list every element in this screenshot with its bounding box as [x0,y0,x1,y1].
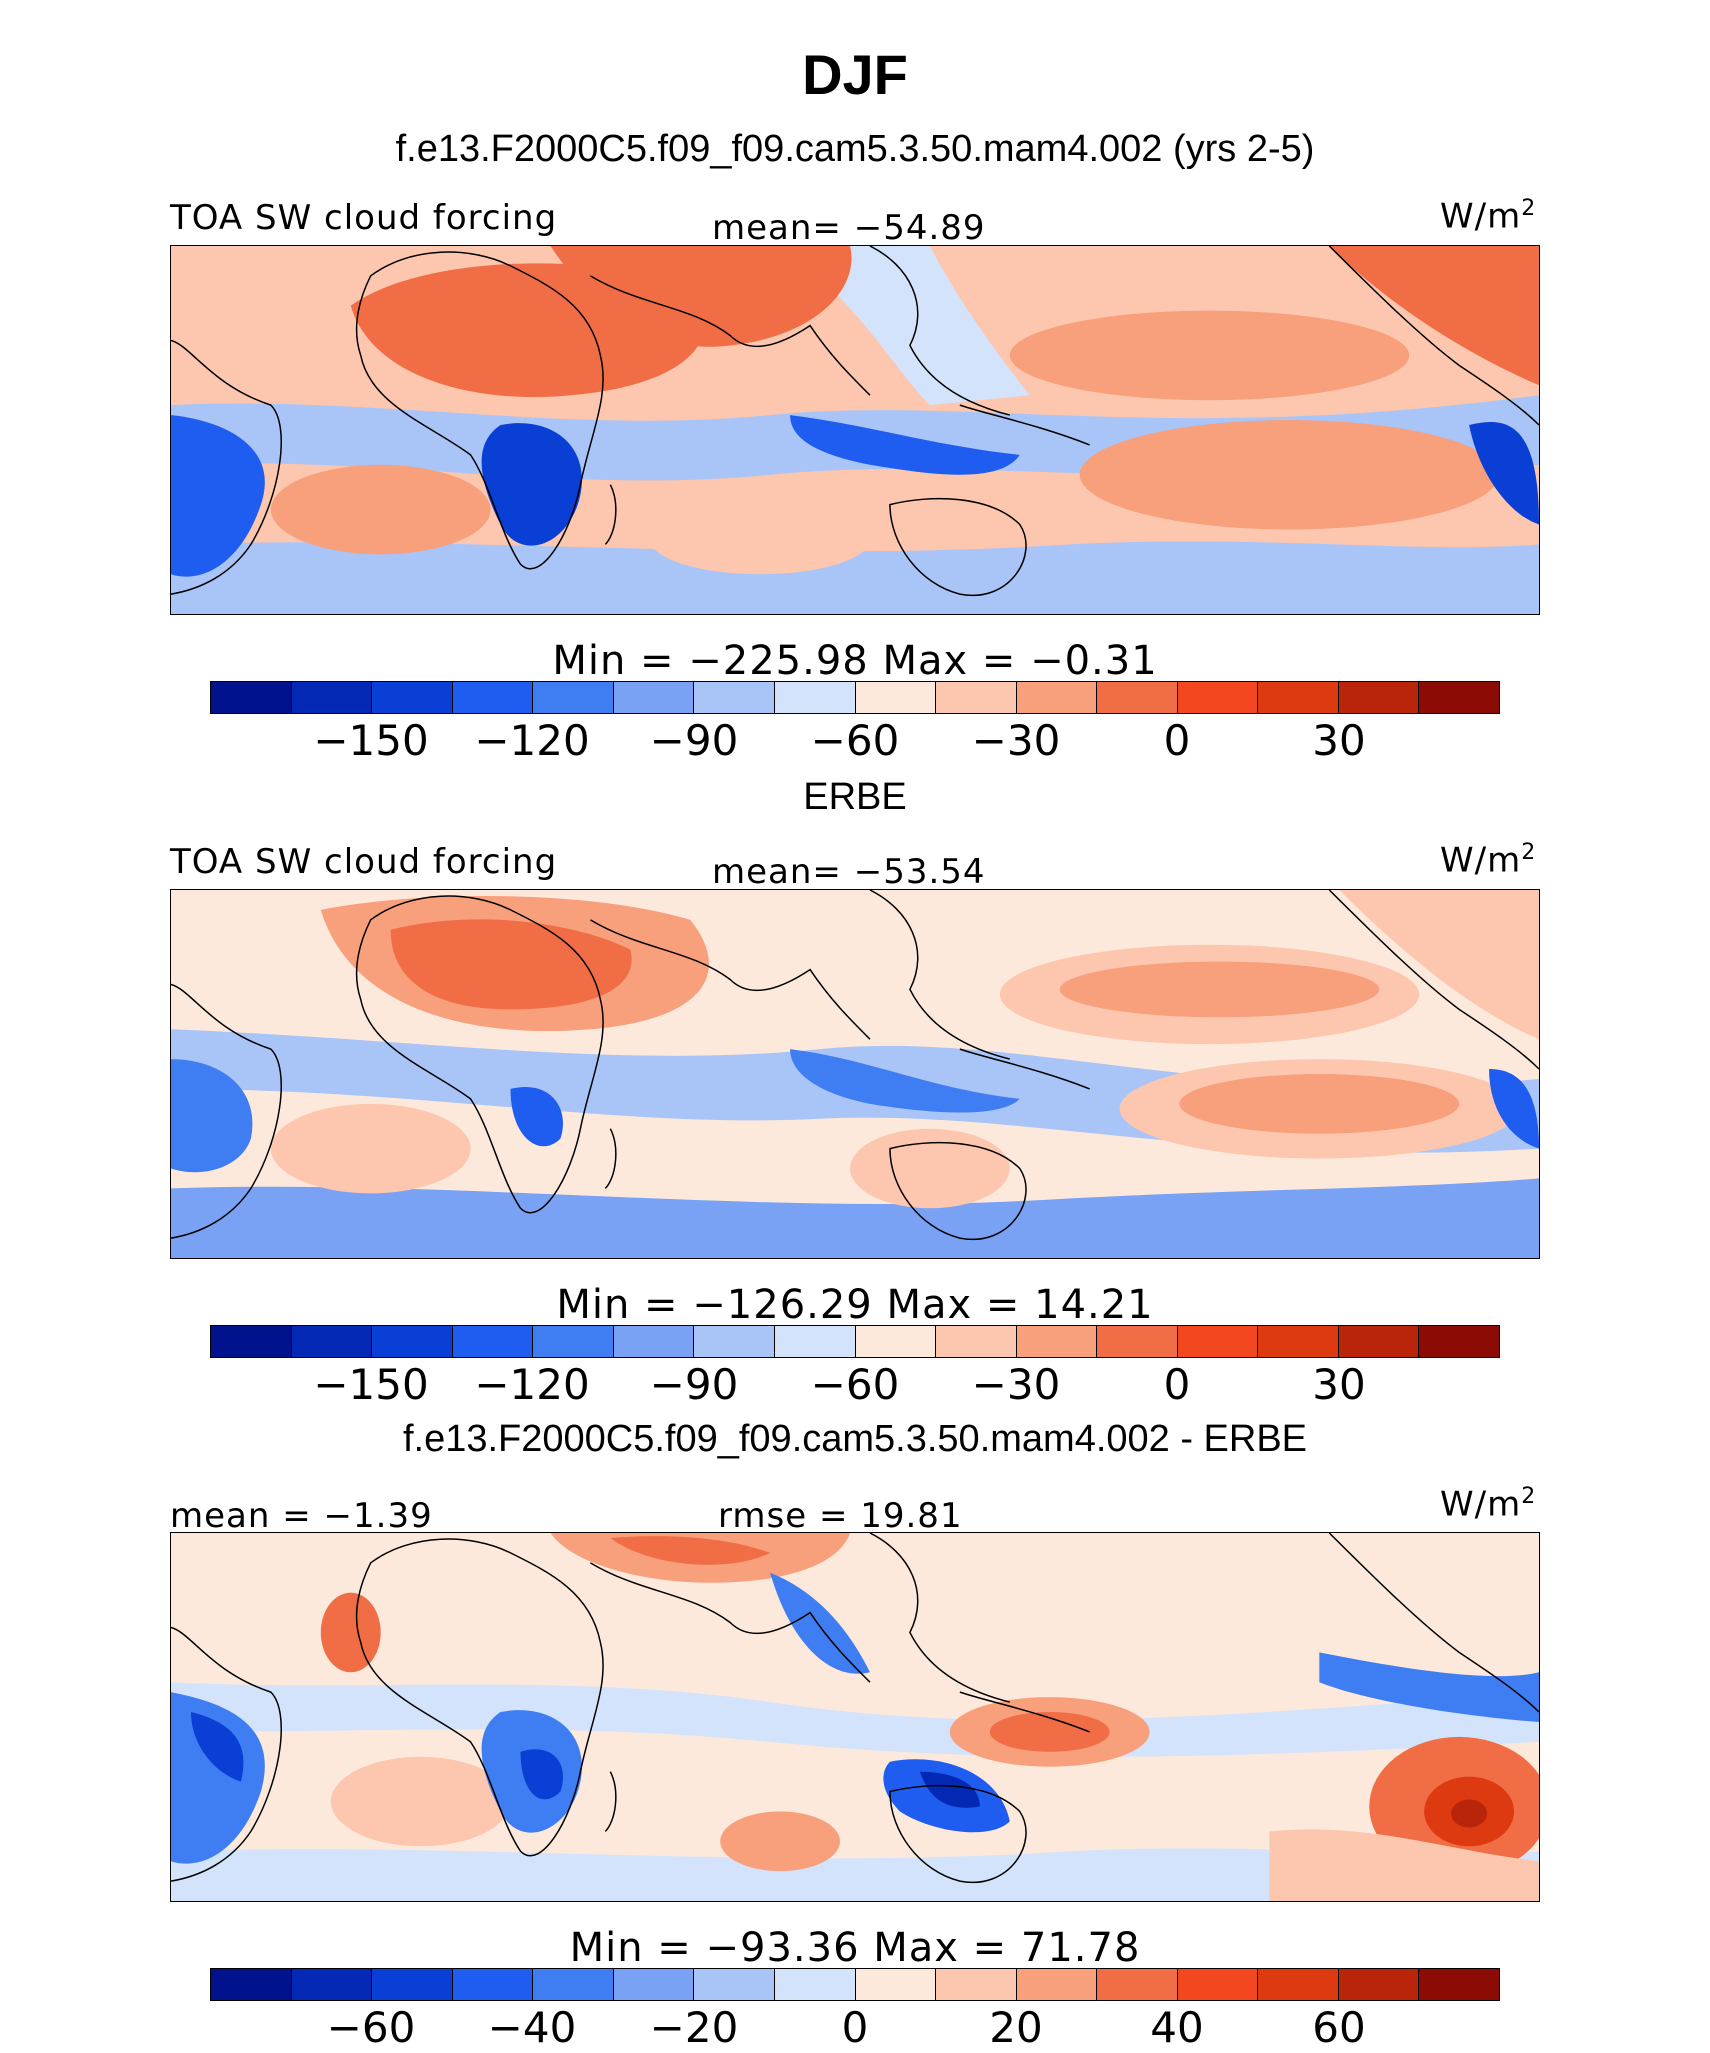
colorbar-segment [372,1326,453,1357]
figure-title: DJF [802,43,908,106]
tick-label: 0 [1163,716,1191,765]
panel1-colorbar [210,681,1500,714]
colorbar-segment [372,1969,453,2000]
tick-label: −60 [810,1360,900,1409]
case-title: f.e13.F2000C5.f09_f09.cam5.3.50.mam4.002… [395,128,1315,170]
colorbar-segment [1177,1326,1259,1357]
colorbar-segment [694,1969,775,2000]
colorbar-segment [533,682,614,713]
colorbar-segment [613,1326,695,1357]
colorbar-segment [613,1969,695,2000]
colorbar-segment [211,682,292,713]
colorbar-segment [1097,1969,1178,2000]
colorbar-segment [774,682,856,713]
colorbar-segment [1016,1326,1098,1357]
colorbar-segment [452,682,534,713]
panel2-unit-label: W/m2 [1440,840,1537,881]
colorbar-segment [855,682,937,713]
colorbar-segment [291,1969,373,2000]
colorbar-segment [211,1969,292,2000]
colorbar-segment [1338,682,1420,713]
colorbar-segment [1419,682,1499,713]
colorbar-segment [936,1969,1017,2000]
colorbar-segment [1258,1969,1339,2000]
colorbar-segment [694,1326,775,1357]
panel2-colorbar [210,1325,1500,1358]
tick-label: −30 [971,716,1061,765]
tick-label: 40 [1150,2003,1204,2052]
panel3-colorbar [210,1968,1500,2001]
tick-label: −120 [474,716,590,765]
panel3-mean-label: mean = −1.39 [170,1496,433,1536]
colorbar-segment [855,1969,937,2000]
panel1-map [170,245,1540,615]
colorbar-segment [533,1326,614,1357]
panel3-colorbar-ticks: −60 −40 −20 0 20 40 60 [210,2003,1500,2053]
tick-label: −30 [971,1360,1061,1409]
colorbar-segment [1177,1969,1259,2000]
tick-label: 20 [989,2003,1043,2052]
colorbar-segment [1258,1326,1339,1357]
panel3-map [170,1532,1540,1902]
tick-label: 0 [1163,1360,1191,1409]
panel1-minmax: Min = −225.98 Max = −0.31 [552,638,1158,684]
panel2-map [170,889,1540,1259]
panel1-colorbar-ticks: −150 −120 −90 −60 −30 0 30 [210,716,1500,766]
colorbar-segment [452,1969,534,2000]
colorbar-segment [1097,1326,1178,1357]
colorbar-segment [1258,682,1339,713]
panel1-unit-label: W/m2 [1440,196,1537,237]
tick-label: 30 [1312,716,1366,765]
tick-label: −90 [649,1360,739,1409]
colorbar-segment [291,682,373,713]
colorbar-segment [372,682,453,713]
panel2-minmax: Min = −126.29 Max = 14.21 [556,1282,1154,1328]
colorbar-segment [452,1326,534,1357]
panel1-mean-label: mean= −54.89 [712,208,986,248]
colorbar-segment [855,1326,937,1357]
panel3-heading: f.e13.F2000C5.f09_f09.cam5.3.50.mam4.002… [402,1418,1308,1460]
panel2-colorbar-ticks: −150 −120 −90 −60 −30 0 30 [210,1360,1500,1410]
colorbar-segment [1177,682,1259,713]
panel3-unit-label: W/m2 [1440,1484,1537,1525]
colorbar-segment [1338,1969,1420,2000]
panel2-mean-label: mean= −53.54 [712,852,986,892]
colorbar-segment [613,682,695,713]
tick-label: −150 [313,716,429,765]
colorbar-segment [936,1326,1017,1357]
tick-label: −40 [487,2003,577,2052]
panel2-variable-label: TOA SW cloud forcing [170,842,558,882]
tick-label: 0 [841,2003,869,2052]
colorbar-segment [694,682,775,713]
tick-label: 60 [1312,2003,1366,2052]
panel3-rmse-label: rmse = 19.81 [718,1496,963,1536]
colorbar-segment [1097,682,1178,713]
tick-label: −150 [313,1360,429,1409]
tick-label: −20 [649,2003,739,2052]
colorbar-segment [1016,682,1098,713]
tick-label: −60 [326,2003,416,2052]
colorbar-segment [211,1326,292,1357]
panel3-minmax: Min = −93.36 Max = 71.78 [569,1925,1141,1971]
tick-label: 30 [1312,1360,1366,1409]
panel2-heading: ERBE [803,776,907,818]
tick-label: −120 [474,1360,590,1409]
colorbar-segment [1419,1969,1499,2000]
colorbar-segment [291,1326,373,1357]
tick-label: −90 [649,716,739,765]
colorbar-segment [1419,1326,1499,1357]
colorbar-segment [774,1326,856,1357]
panel1-variable-label: TOA SW cloud forcing [170,198,558,238]
colorbar-segment [936,682,1017,713]
colorbar-segment [774,1969,856,2000]
tick-label: −60 [810,716,900,765]
colorbar-segment [1338,1326,1420,1357]
colorbar-segment [533,1969,614,2000]
colorbar-segment [1016,1969,1098,2000]
